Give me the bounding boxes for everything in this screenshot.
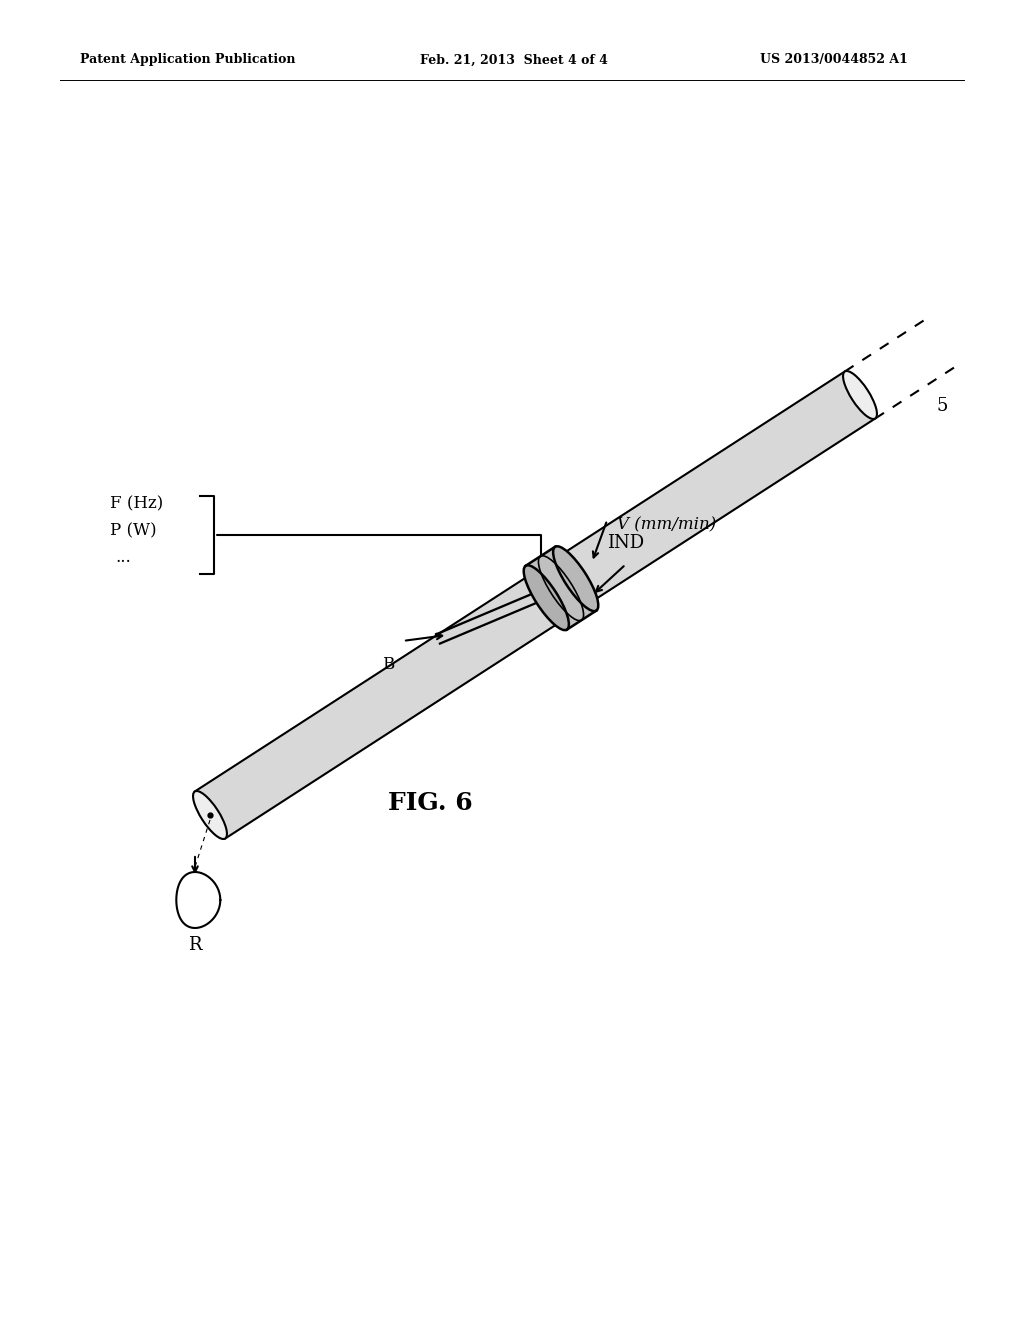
Text: FIG. 6: FIG. 6 [388,791,472,814]
Text: Patent Application Publication: Patent Application Publication [80,54,296,66]
Ellipse shape [843,371,877,418]
Text: B: B [382,656,394,673]
Text: R: R [188,936,202,954]
Ellipse shape [553,546,598,611]
Text: ...: ... [115,549,131,566]
Text: IND: IND [607,535,644,552]
Text: V (mm/min): V (mm/min) [617,517,717,533]
Text: F (Hz): F (Hz) [110,495,163,512]
Text: US 2013/0044852 A1: US 2013/0044852 A1 [760,54,908,66]
Text: Feb. 21, 2013  Sheet 4 of 4: Feb. 21, 2013 Sheet 4 of 4 [420,54,608,66]
Ellipse shape [194,791,227,840]
Ellipse shape [523,565,569,630]
Polygon shape [195,371,876,838]
Text: P (W): P (W) [110,521,157,539]
Polygon shape [525,546,596,630]
Text: 5: 5 [936,397,947,416]
